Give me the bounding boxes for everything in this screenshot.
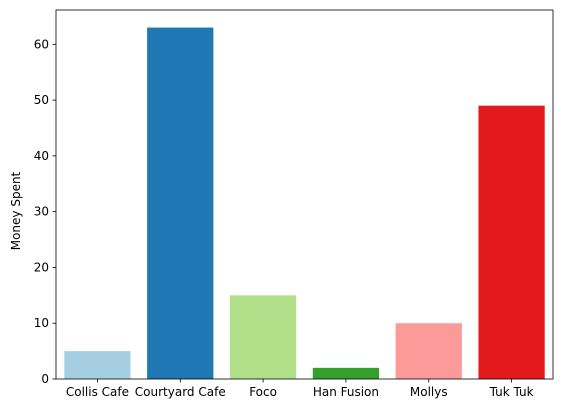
y-tick-label: 60: [34, 37, 49, 51]
bar-han-fusion: [312, 367, 380, 379]
y-tick-label: 20: [34, 260, 49, 274]
y-axis: 0 10 20 30 40 50 60: [34, 37, 56, 386]
x-tick-label: Collis Cafe: [66, 385, 129, 399]
y-tick-label: 0: [41, 372, 49, 386]
x-axis: Collis Cafe Courtyard Cafe Foco Han Fusion M…: [66, 379, 534, 399]
x-tick-label: Courtyard Cafe: [135, 385, 226, 399]
y-axis-label: Money Spent: [9, 171, 23, 250]
bars-group: [64, 27, 545, 380]
x-tick-label: Foco: [249, 385, 277, 399]
bar-mollys: [395, 323, 462, 379]
y-tick-label: 30: [34, 205, 49, 219]
x-tick-label: Han Fusion: [313, 385, 379, 399]
y-tick-label: 50: [34, 93, 49, 107]
bar-collis-cafe: [64, 351, 131, 379]
x-tick-label: Tuk Tuk: [489, 385, 534, 399]
bar-courtyard-cafe: [147, 27, 214, 379]
y-tick-label: 40: [34, 149, 49, 163]
plot-frame: [55, 9, 554, 380]
x-tick-label: Mollys: [410, 385, 448, 399]
y-tick-label: 10: [34, 316, 49, 330]
bar-tuk-tuk: [478, 105, 545, 380]
bar-foco: [229, 295, 297, 379]
